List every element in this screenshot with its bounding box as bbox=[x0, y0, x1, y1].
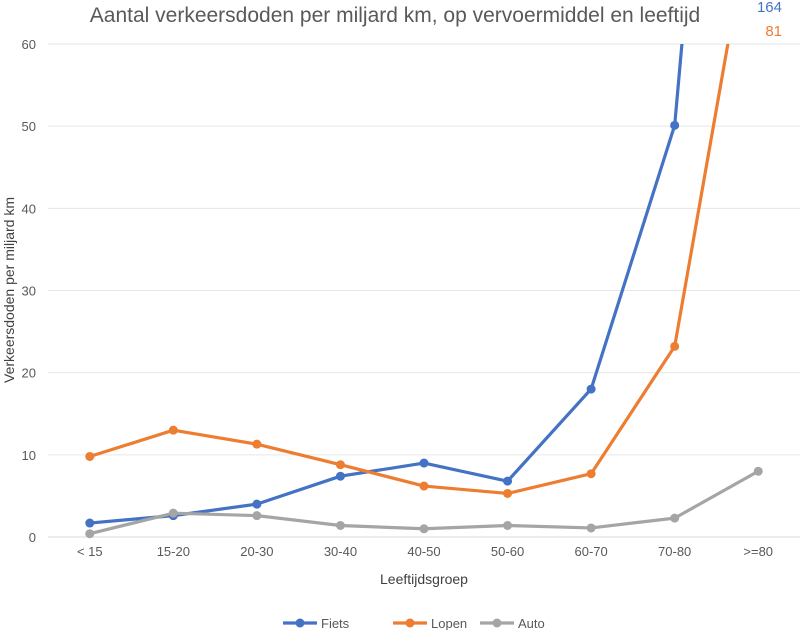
data-point-auto bbox=[503, 520, 513, 530]
legend-label-lopen: Lopen bbox=[431, 616, 467, 630]
x-tick-label: 40-50 bbox=[407, 544, 440, 559]
y-tick-label: 40 bbox=[22, 201, 36, 216]
legend-marker-auto bbox=[492, 618, 502, 628]
x-tick-label: 70-80 bbox=[658, 544, 691, 559]
data-point-fiets bbox=[252, 499, 262, 509]
data-point-fiets bbox=[586, 384, 596, 394]
x-tick-label: 30-40 bbox=[324, 544, 357, 559]
data-point-auto bbox=[419, 524, 429, 534]
data-point-lopen bbox=[503, 488, 513, 498]
overflow-label-lopen: 81 bbox=[765, 23, 782, 40]
data-point-auto bbox=[586, 523, 596, 533]
series-line-lopen bbox=[88, 44, 730, 496]
data-point-lopen bbox=[168, 425, 178, 435]
data-point-lopen bbox=[419, 481, 429, 491]
x-tick-label: 50-60 bbox=[491, 544, 524, 559]
data-point-auto bbox=[85, 529, 95, 539]
data-point-fiets bbox=[503, 476, 513, 486]
y-tick-label: 30 bbox=[22, 284, 36, 299]
data-point-fiets bbox=[419, 458, 429, 468]
legend-label-auto: Auto bbox=[518, 616, 545, 630]
data-point-lopen bbox=[335, 460, 345, 470]
x-axis-label: Leeftijdsgroep bbox=[380, 571, 468, 587]
y-tick-label: 10 bbox=[22, 448, 36, 463]
data-point-auto bbox=[168, 508, 178, 518]
y-axis-label: Verkeersdoden per miljard km bbox=[1, 197, 17, 383]
x-tick-label: 20-30 bbox=[240, 544, 273, 559]
data-point-fiets bbox=[85, 518, 95, 528]
y-tick-label: 20 bbox=[22, 366, 36, 381]
legend-marker-lopen bbox=[405, 618, 415, 628]
legend-marker-fiets bbox=[295, 618, 305, 628]
overflow-label-fiets: 164 bbox=[757, 0, 782, 16]
data-point-lopen bbox=[586, 469, 596, 479]
data-point-auto bbox=[753, 466, 763, 476]
data-point-auto bbox=[335, 520, 345, 530]
y-tick-label: 0 bbox=[29, 530, 36, 545]
data-point-fiets bbox=[670, 120, 680, 130]
y-tick-label: 60 bbox=[22, 37, 36, 52]
data-point-fiets bbox=[335, 471, 345, 481]
series-line-fiets bbox=[88, 44, 684, 525]
legend-label-fiets: Fiets bbox=[321, 616, 350, 630]
chart-title: Aantal verkeersdoden per miljard km, op … bbox=[90, 4, 700, 27]
x-tick-label: >=80 bbox=[743, 544, 773, 559]
x-tick-label: < 15 bbox=[77, 544, 103, 559]
x-tick-label: 60-70 bbox=[574, 544, 607, 559]
y-tick-label: 50 bbox=[22, 119, 36, 134]
data-point-auto bbox=[252, 511, 262, 521]
data-point-auto bbox=[670, 513, 680, 523]
x-tick-label: 15-20 bbox=[157, 544, 190, 559]
data-point-lopen bbox=[670, 341, 680, 351]
data-point-lopen bbox=[85, 451, 95, 461]
legend: Fiets Lopen Auto bbox=[283, 616, 545, 630]
data-point-lopen bbox=[252, 439, 262, 449]
